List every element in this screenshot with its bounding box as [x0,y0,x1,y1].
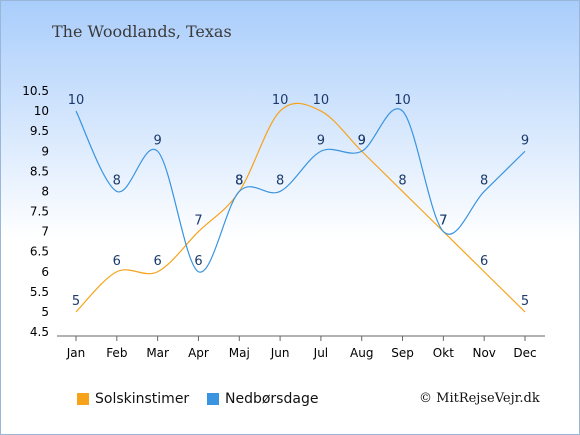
y-tick-label: 6.5 [30,245,49,259]
data-label: 8 [113,173,121,188]
legend-swatch-sunshine [77,393,89,405]
x-tick-label: Feb [106,346,127,360]
data-label: 9 [358,133,366,148]
y-tick-label: 6 [41,265,49,279]
y-tick-label: 8 [41,184,49,198]
x-tick-label: Maj [229,346,250,360]
data-label: 8 [398,173,406,188]
data-label: 10 [313,93,330,108]
x-tick-label: Dec [513,346,536,360]
x-tick-label: Jan [66,346,86,360]
x-tick-label: Jul [313,346,328,360]
credit-text: © MitRejseVejr.dk [419,391,540,406]
y-tick-label: 7 [41,225,49,239]
legend-label-rain-days: Nedbørsdage [225,391,319,407]
y-tick-label: 4.5 [30,325,49,339]
y-tick-label: 9 [41,144,49,158]
x-tick-label: Nov [472,346,495,360]
data-label: 10 [272,93,289,108]
x-tick-label: Okt [433,346,454,360]
data-label: 9 [521,133,529,148]
series-line-rain-days [75,108,526,273]
y-tick-label: 10.5 [22,84,49,98]
y-tick-label: 5.5 [30,285,49,299]
y-tick-label: 9.5 [30,124,49,138]
y-tick-label: 5 [41,305,49,319]
data-label: 10 [394,93,411,108]
chart-title: The Woodlands, Texas [52,22,232,41]
data-label: 9 [317,133,325,148]
x-tick-label: Aug [350,346,373,360]
x-tick-label: Mar [146,346,169,360]
x-tick-label: Sep [391,346,414,360]
data-label: 7 [194,214,202,229]
data-label: 8 [235,173,243,188]
data-label: 8 [235,173,243,188]
data-label: 6 [194,254,202,269]
data-label: 5 [521,294,529,309]
y-tick-label: 10 [34,104,49,118]
data-label: 7 [439,214,447,229]
data-label: 9 [358,133,366,148]
data-label: 6 [113,254,121,269]
x-tick-label: Apr [188,346,209,360]
data-label: 8 [480,173,488,188]
data-label: 6 [480,254,488,269]
legend-item-rain-days: Nedbørsdage [207,391,318,407]
data-label: 9 [153,133,161,148]
legend-item-sunshine: Solskinstimer [77,391,189,407]
data-label: 5 [72,294,80,309]
data-label: 7 [439,214,447,229]
series-line-sunshine [75,102,526,313]
y-tick-label: 8.5 [30,164,49,178]
data-label: 8 [276,173,284,188]
legend-swatch-rain-days [207,393,219,405]
y-tick-label: 7.5 [30,205,49,219]
data-label: 6 [153,254,161,269]
x-tick-label: Jun [270,346,290,360]
legend-label-sunshine: Solskinstimer [95,391,190,407]
data-label: 10 [68,93,85,108]
